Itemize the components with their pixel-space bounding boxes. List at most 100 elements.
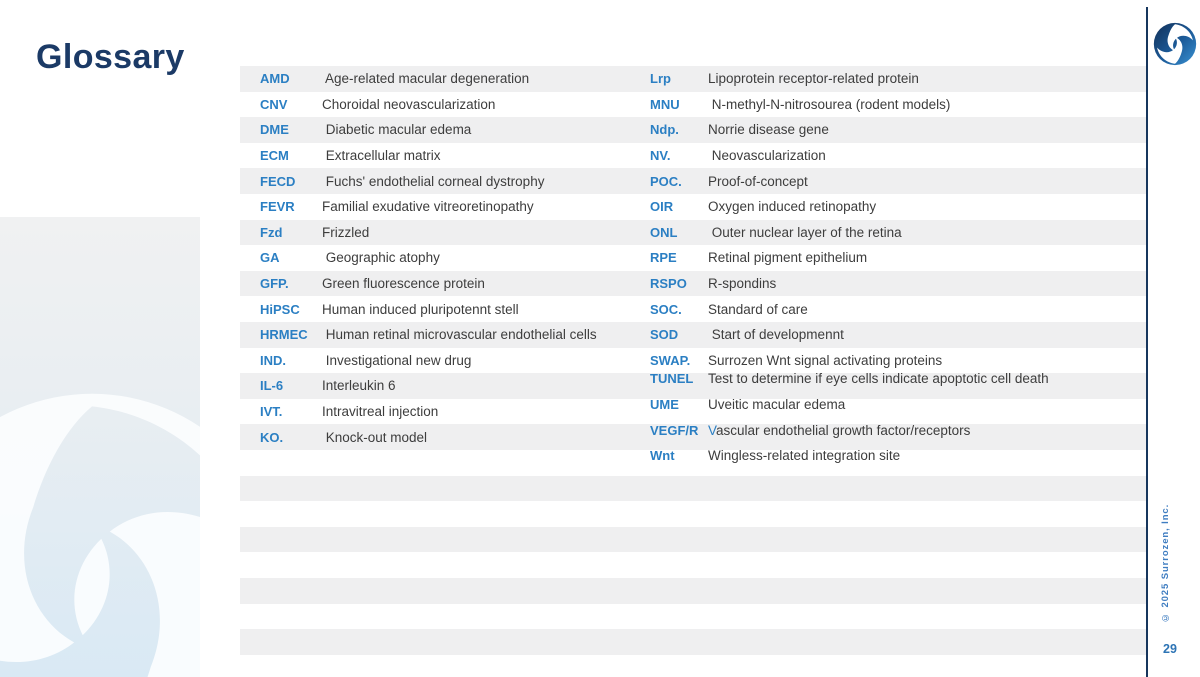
glossary-abbr: ECM [260, 148, 289, 164]
glossary-abbr: IND. [260, 352, 286, 368]
glossary-definition: Extracellular matrix [322, 148, 441, 164]
page-title: Glossary [36, 38, 185, 76]
glossary-abbr: SOC. [650, 301, 682, 317]
glossary-abbr: POC. [650, 173, 682, 189]
glossary-abbr: DME [260, 122, 289, 138]
glossary-row: TUNEL Test to determine if eye cells indi… [650, 366, 1049, 392]
glossary-row: NV. Neovascularization [650, 143, 1049, 169]
glossary-definition: Green fluorescence protein [322, 276, 485, 292]
glossary-definition: Geographic atophy [322, 250, 440, 266]
glossary-abbr: Ndp. [650, 122, 679, 138]
glossary-row: Ndp. Norrie disease gene [650, 117, 1049, 143]
glossary-abbr: TUNEL [650, 371, 694, 387]
glossary-row: FEVR Familial exudative vitreoretinopathy [260, 194, 597, 220]
glossary-abbr: HRMEC [260, 327, 308, 343]
glossary-abbr: SWAP. [650, 352, 691, 368]
glossary-definition: Oxygen induced retinopathy [708, 199, 877, 215]
glossary-row: AMD Age-related macular degeneration [260, 66, 597, 92]
glossary-abbr: SOD [650, 327, 679, 343]
glossary-row: RSPO R-spondins [650, 271, 1049, 297]
glossary-row: RPE Retinal pigment epithelium [650, 245, 1049, 271]
glossary-abbr: FECD [260, 173, 296, 189]
glossary-abbr: Wnt [650, 448, 675, 464]
glossary-definition: Human induced pluripotennt stell [322, 301, 519, 317]
glossary-row: GFP. Green fluorescence protein [260, 271, 597, 297]
glossary-definition: Intravitreal injection [322, 404, 439, 420]
glossary-definition: Lipoprotein receptor-related protein [708, 71, 919, 87]
glossary-row: HRMEC Human retinal microvascular endoth… [260, 322, 597, 348]
row-stripe [240, 475, 1146, 502]
row-stripe [240, 373, 1146, 399]
glossary-row: Fzd Frizzled [260, 220, 597, 246]
glossary-definition: N-methyl-N-nitrosourea (rodent models) [708, 96, 951, 112]
glossary-definition: Age-related macular degeneration [322, 71, 530, 87]
glossary-abbr: RSPO [650, 276, 687, 292]
glossary-row: DME Diabetic macular edema [260, 117, 597, 143]
glossary-row: CNV Choroidal neovascularization [260, 92, 597, 118]
glossary-abbr: ONL [650, 224, 678, 240]
glossary-row: GA Geographic atophy [260, 245, 597, 271]
row-stripe [240, 168, 1146, 194]
glossary-row: Lrp Lipoprotein receptor-related protein [650, 66, 1049, 92]
glossary-definition: Human retinal microvascular endothelial … [322, 327, 597, 343]
watermark-panel [0, 217, 200, 677]
glossary-row: FECD Fuchs' endothelial corneal dystroph… [260, 168, 597, 194]
glossary-row: POC. Proof-of-concept [650, 168, 1049, 194]
glossary-table: AMD Age-related macular degeneration CNV C… [240, 66, 1146, 655]
page-number: 29 [1163, 642, 1177, 656]
glossary-row: IVT. Intravitreal injection [260, 399, 597, 425]
glossary-definition: Uveitic macular edema [708, 397, 846, 413]
glossary-row: IND. Investigational new drug [260, 348, 597, 374]
glossary-definition: Wingless-related integration site [708, 448, 901, 464]
glossary-definition: Frizzled [322, 224, 370, 240]
copyright-text: © 2025 Surrozen, Inc. [1160, 503, 1171, 623]
glossary-definition: Test to determine if eye cells indicate … [708, 371, 1049, 387]
glossary-definition: Surrozen Wnt signal activating proteins [708, 352, 943, 368]
row-stripe [240, 526, 1146, 553]
glossary-definition: Vascular endothelial growth factor/recep… [708, 422, 971, 438]
vertical-divider-line [1146, 7, 1148, 677]
surrozen-watermark-icon [0, 377, 200, 677]
glossary-definition: Retinal pigment epithelium [708, 250, 868, 266]
glossary-row: SOD Start of developmennt [650, 322, 1049, 348]
glossary-abbr: GA [260, 250, 280, 266]
row-stripe [240, 270, 1146, 297]
glossary-abbr: GFP. [260, 276, 289, 292]
glossary-abbr: IVT. [260, 404, 283, 420]
glossary-definition: Familial exudative vitreoretinopathy [322, 199, 534, 215]
glossary-column-right: Lrp Lipoprotein receptor-related protein M… [650, 66, 1049, 476]
glossary-abbr: CNV [260, 96, 288, 112]
glossary-definition: Start of developmennt [708, 327, 844, 343]
glossary-row: OIR Oxygen induced retinopathy [650, 194, 1049, 220]
glossary-row: SOC. Standard of care [650, 296, 1049, 322]
glossary-abbr: KO. [260, 429, 284, 445]
glossary-abbr: VEGF/R [650, 422, 699, 438]
row-stripe [240, 578, 1146, 604]
glossary-abbr: OIR [650, 199, 674, 215]
row-stripe [240, 117, 1146, 143]
glossary-row: IL-6 Interleukin 6 [260, 373, 597, 399]
row-stripe [240, 629, 1146, 655]
glossary-row: VEGF/R Vascular endothelial growth factor… [650, 417, 1049, 443]
glossary-abbr: Fzd [260, 224, 283, 240]
glossary-abbr: Lrp [650, 71, 671, 87]
row-stripe [240, 66, 1146, 92]
glossary-row: SWAP. Surrozen Wnt signal activating prot… [650, 348, 1049, 374]
glossary-definition: Proof-of-concept [708, 173, 808, 189]
glossary-definition: Norrie disease gene [708, 122, 829, 138]
glossary-definition: Standard of care [708, 301, 808, 317]
surrozen-logo-icon [1153, 22, 1197, 66]
glossary-abbr: FEVR [260, 199, 295, 215]
glossary-definition: Outer nuclear layer of the retina [708, 224, 902, 240]
glossary-definition: Knock-out model [322, 429, 428, 445]
glossary-definition: Diabetic macular edema [322, 122, 472, 138]
glossary-row: ONL Outer nuclear layer of the retina [650, 220, 1049, 246]
row-stripe [240, 322, 1146, 348]
glossary-abbr: RPE [650, 250, 677, 266]
glossary-definition: Choroidal neovascularization [322, 96, 496, 112]
glossary-abbr: MNU [650, 96, 680, 112]
glossary-definition: Fuchs' endothelial corneal dystrophy [322, 173, 545, 189]
glossary-definition: R-spondins [708, 276, 777, 292]
glossary-row: ECM Extracellular matrix [260, 143, 597, 169]
row-stripe [240, 424, 1146, 450]
